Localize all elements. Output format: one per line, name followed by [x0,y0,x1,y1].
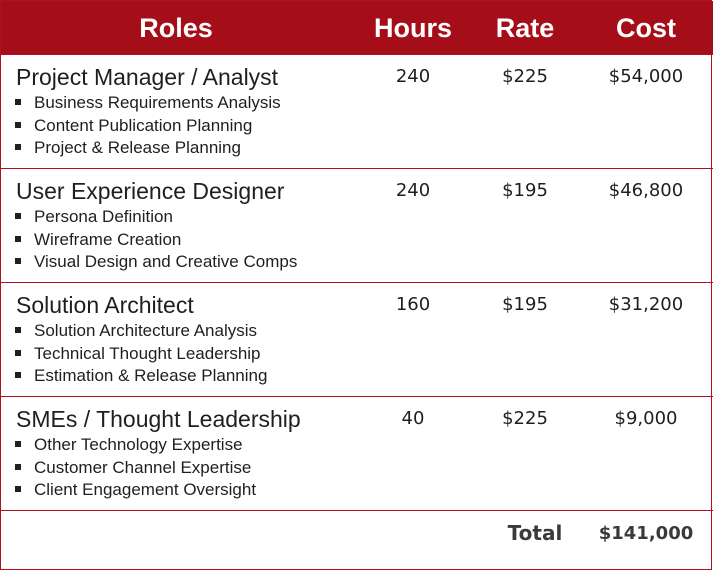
rate-value: $195 [502,180,548,201]
bullet-icon [15,349,21,356]
hours-value: 40 [401,408,425,429]
table-row: Solution Architect Solution Architecture… [1,282,713,396]
bullet-icon [15,144,21,150]
hours-value: 240 [395,180,431,201]
role-responsibilities: Solution Architecture Analysis Technical… [15,320,267,388]
role-name: User Experience Designer [16,178,285,204]
hours-value: 240 [395,66,431,87]
bullet-icon [15,99,21,105]
bullet-icon [15,121,21,128]
list-item: Other Technology Expertise [15,434,256,457]
list-item: Content Publication Planning [15,115,281,138]
bullet-icon [15,327,21,333]
list-item: Customer Channel Expertise [15,457,256,480]
list-item: Client Engagement Oversight [15,479,256,502]
list-item: Estimation & Release Planning [15,365,267,388]
bullet-icon [15,213,21,219]
header-hours: Hours [373,13,452,43]
cost-value: $31,200 [608,294,684,315]
table-row: Project Manager / Analyst Business Requi… [1,54,713,168]
bullet-icon [15,372,21,378]
list-item: Project & Release Planning [15,137,281,160]
rate-value: $225 [502,408,548,429]
bullet-icon [15,258,21,264]
header-rate: Rate [495,13,555,43]
table-row: SMEs / Thought Leadership Other Technolo… [1,396,713,510]
list-item: Visual Design and Creative Comps [15,251,297,274]
role-name: Project Manager / Analyst [16,64,279,90]
bullet-icon [15,441,21,447]
role-name: SMEs / Thought Leadership [16,406,301,432]
rate-value: $195 [502,294,548,315]
hours-value: 160 [395,294,431,315]
table-row: User Experience Designer Persona Definit… [1,168,713,282]
list-item: Wireframe Creation [15,229,297,252]
header-roles: Roles [139,13,213,43]
cost-value: $46,800 [608,180,684,201]
header-cost: Cost [616,13,676,43]
list-item: Technical Thought Leadership [15,343,267,366]
table-header: Roles Hours Rate Cost [1,1,713,54]
bullet-icon [15,463,21,470]
role-responsibilities: Business Requirements Analysis Content P… [15,92,281,160]
cost-value: $54,000 [608,66,684,87]
role-responsibilities: Persona Definition Wireframe Creation Vi… [15,206,297,274]
role-responsibilities: Other Technology Expertise Customer Chan… [15,434,256,502]
total-row: Total $141,000 [1,510,713,570]
list-item: Business Requirements Analysis [15,92,281,115]
list-item: Solution Architecture Analysis [15,320,267,343]
total-label: Total [507,521,563,545]
rate-value: $225 [502,66,548,87]
role-name: Solution Architect [16,292,194,318]
cost-value: $9,000 [614,408,678,429]
list-item: Persona Definition [15,206,297,229]
bullet-icon [15,235,21,242]
total-value: $141,000 [598,523,694,544]
bullet-icon [15,486,21,492]
